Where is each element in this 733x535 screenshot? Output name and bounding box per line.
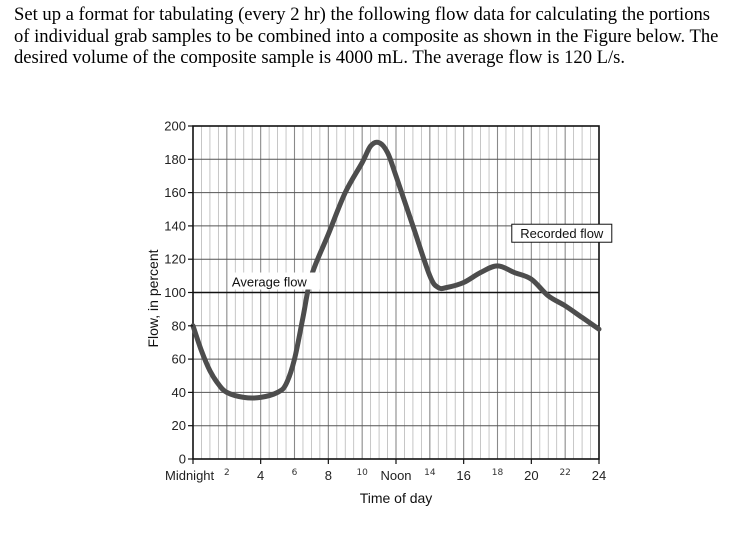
y-axis-ticks: 0 20 40 60 80 100 120 140 160 180 200 [164,119,193,467]
y-tick-label: 180 [164,152,186,167]
x-tick-label: 8 [325,468,332,483]
y-tick-label: 20 [172,418,186,433]
y-tick-label: 80 [172,318,186,333]
x-tick-label-handwritten: 18 [492,468,504,478]
x-tick-label-handwritten: 6 [292,468,298,478]
recorded-flow-annotation: Recorded flow [511,223,613,243]
y-tick-label: 120 [164,252,186,267]
x-tick-label-handwritten: 14 [424,468,436,478]
y-tick-label: 0 [179,452,186,467]
x-tick-label: 16 [456,468,470,483]
y-tick-label: 100 [164,285,186,300]
x-tick-label: 4 [257,468,264,483]
problem-statement: Set up a format for tabulating (every 2 … [14,4,719,68]
y-tick-label: 140 [164,218,186,233]
y-axis-title: Flow, in percent [145,249,161,347]
x-tick-label-handwritten: 2 [224,468,230,478]
x-tick-label-handwritten: 22 [559,468,570,478]
recorded-flow-label: Recorded flow [520,226,604,241]
x-axis-ticks: Midnight 2 4 6 8 10 Noon 14 16 18 20 22 24 [165,459,606,483]
y-tick-label: 60 [172,352,186,367]
x-tick-label: 24 [592,468,606,483]
x-tick-label: Noon [380,468,411,483]
average-flow-label-box [229,272,320,290]
x-axis-title: Time of day [360,490,433,506]
average-flow-label: Average flow [232,275,308,290]
average-flow-annotation: Average flow [229,272,320,290]
x-tick-label-handwritten: 10 [356,468,368,478]
y-tick-label: 40 [172,385,186,400]
recorded-flow-label-box [511,223,613,243]
x-tick-label: 20 [524,468,538,483]
y-tick-label: 200 [164,119,186,134]
recorded-flow-line [190,139,602,401]
y-tick-label: 160 [164,185,186,200]
x-tick-label: Midnight [165,468,215,483]
